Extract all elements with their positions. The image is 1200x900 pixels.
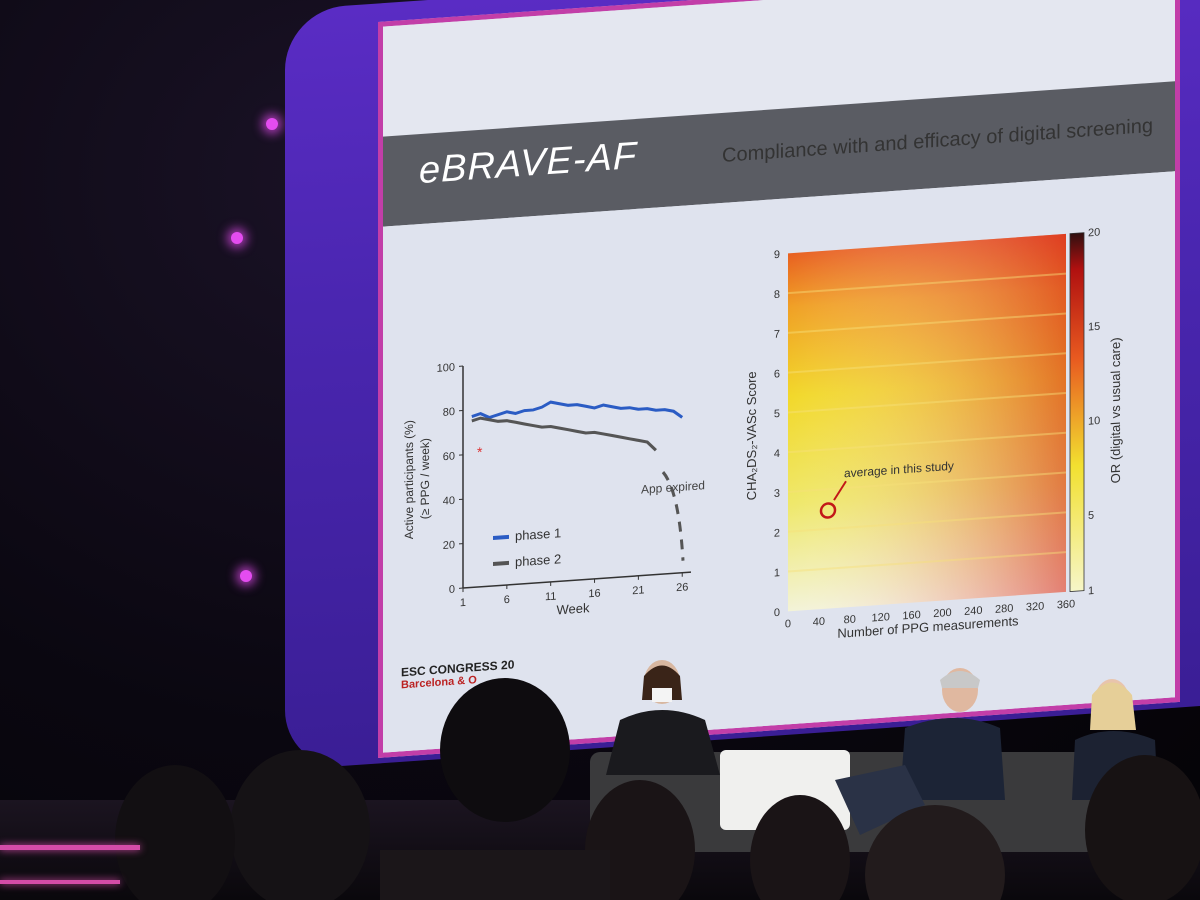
right-x-tick-label: 80 <box>844 614 856 627</box>
colorbar-label: OR (digital vs usual care) <box>1108 337 1123 484</box>
stage-light <box>231 232 243 244</box>
colorbar-tick-label: 5 <box>1088 510 1094 522</box>
stage-led-strip <box>0 845 140 850</box>
left-x-tick-label: 26 <box>676 581 688 594</box>
left-y-tick-label: 60 <box>443 450 455 463</box>
left-x-tick-label: 11 <box>545 591 556 604</box>
heatmap-overlay <box>788 233 1066 612</box>
heatmap-band-edge <box>788 431 1066 454</box>
significance-marker: * <box>477 444 483 460</box>
stage-light <box>266 118 278 130</box>
right-y-tick-label: 1 <box>774 567 780 579</box>
legend-phase1-label: phase 1 <box>515 525 561 543</box>
right-x-tick-label: 120 <box>871 611 889 624</box>
legend-phase1-swatch <box>493 534 509 540</box>
phase1-series-line <box>471 400 684 420</box>
left-y-axis-label: Active participants (%) (≥ PPG / week) <box>402 420 432 540</box>
right-x-tick-label: 240 <box>964 605 982 618</box>
audience-and-panel <box>115 660 1200 900</box>
average-marker <box>819 502 837 519</box>
colorbar-tick-label: 20 <box>1088 227 1100 240</box>
left-y-tick-label: 20 <box>443 539 455 552</box>
left-x-tick-label: 6 <box>504 594 510 606</box>
heatmap-band-edge <box>788 511 1066 533</box>
phase2-dashed-extension <box>661 471 685 561</box>
right-y-tick-label: 8 <box>774 289 780 301</box>
heatmap-band-edge <box>788 352 1066 374</box>
legend-phase2-label: phase 2 <box>515 551 561 569</box>
left-y-tick-label: 80 <box>443 406 455 419</box>
stage-light <box>240 570 252 582</box>
left-x-axis <box>463 571 691 589</box>
right-x-tick-label: 280 <box>995 603 1013 616</box>
right-y-tick-label: 6 <box>774 368 780 380</box>
colorbar <box>1069 232 1085 593</box>
stage-led-strip <box>0 880 120 884</box>
right-x-tick-label: 320 <box>1026 600 1044 613</box>
projection-screen: eBRAVE-AF Compliance with and efficacy o… <box>378 0 1180 758</box>
right-y-axis-label-text: CHA₂DS₂-VASc Score <box>744 371 759 501</box>
left-y-axis-label-line1: Active participants (%) <box>402 420 416 540</box>
legend-phase2-swatch <box>493 560 509 566</box>
left-y-axis-label-line2: (≥ PPG / week) <box>418 438 432 520</box>
right-y-tick-label: 3 <box>774 488 780 500</box>
left-y-tick-label: 0 <box>449 584 455 596</box>
right-x-tick-label: 0 <box>785 618 791 630</box>
right-x-tick-label: 40 <box>813 616 825 629</box>
colorbar-tick-label: 15 <box>1088 321 1100 334</box>
right-y-tick-label: 0 <box>774 607 780 619</box>
right-x-tick-label: 160 <box>902 609 920 622</box>
phase2-series-line <box>471 416 657 452</box>
colorbar-tick-label: 1 <box>1088 585 1094 597</box>
panelist-left <box>606 660 720 775</box>
colorbar-tick-label: 10 <box>1088 415 1100 428</box>
right-y-tick-label: 7 <box>774 328 780 340</box>
heatmap-band-edge <box>788 392 1066 414</box>
panelist-middle <box>835 668 1005 835</box>
right-x-tick-label: 360 <box>1057 598 1075 611</box>
right-y-tick-label: 9 <box>774 249 780 261</box>
right-y-tick-label: 5 <box>774 408 780 420</box>
left-x-tick-label: 16 <box>588 587 600 600</box>
left-y-tick-label: 100 <box>437 362 455 375</box>
audience-heads <box>115 678 1200 900</box>
compliance-line-chart: Active participants (%) (≥ PPG / week) 0… <box>402 362 705 618</box>
average-arrow <box>833 480 847 501</box>
right-y-tick-label: 4 <box>774 448 780 460</box>
heatmap-band-edge <box>788 312 1066 334</box>
presentation-slide: eBRAVE-AF Compliance with and efficacy o… <box>383 0 1175 753</box>
left-x-tick-label: 1 <box>460 597 466 609</box>
left-x-axis-label: Week <box>557 600 590 617</box>
left-x-tick-label: 21 <box>632 584 644 597</box>
right-y-tick-label: 2 <box>774 527 780 539</box>
app-expired-annotation: App expired <box>641 478 705 496</box>
right-y-axis-label: CHA₂DS₂-VASc Score <box>744 371 759 501</box>
left-y-tick-label: 40 <box>443 495 455 508</box>
colorbar-label-text: OR (digital vs usual care) <box>1108 337 1123 484</box>
heatmap-band-edge <box>788 471 1066 493</box>
heatmap-band-edge <box>788 551 1066 573</box>
heatmap-band-edge <box>788 272 1066 295</box>
right-x-tick-label: 200 <box>933 607 951 620</box>
